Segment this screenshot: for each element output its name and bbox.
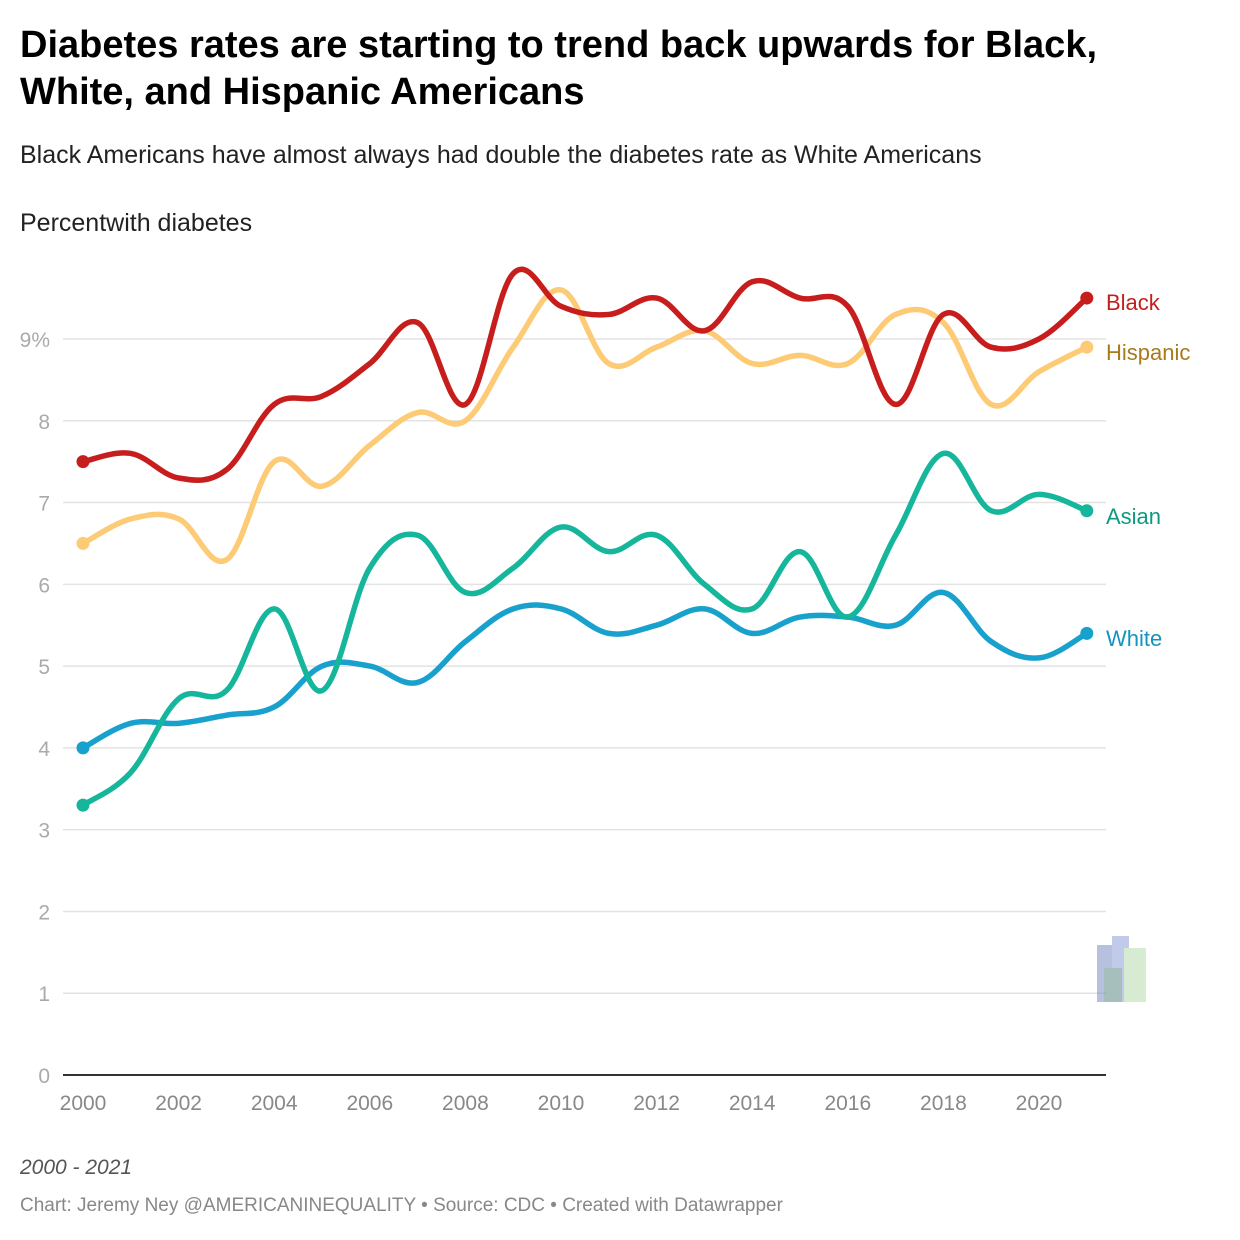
series-endpoint <box>1080 340 1094 354</box>
series-label: Asian <box>1106 504 1161 529</box>
x-tick-label: 2010 <box>538 1092 585 1115</box>
x-tick-label: 2004 <box>251 1092 298 1115</box>
series-black: Black <box>76 266 1161 483</box>
logo-bar <box>1104 968 1122 1002</box>
series-asian: Asian <box>76 450 1161 812</box>
datawrapper-logo-icon <box>1097 936 1146 1002</box>
series-line-hispanic <box>80 287 1090 565</box>
logo-bar <box>1124 948 1146 1002</box>
series-line-asian <box>80 450 1090 808</box>
line-chart: 0 1 2 3 4 5 6 7 8 9% 2000 2002 2004 2006 2008 2010 2012 2… <box>20 266 1190 1115</box>
x-tick-label: 2000 <box>60 1092 107 1115</box>
y-tick-label: 0 <box>38 1065 50 1088</box>
chart-footer: Chart: Jeremy Ney @AMERICANINEQUALITY • … <box>20 1195 783 1216</box>
series-label: White <box>1106 626 1162 651</box>
series-line-black <box>80 266 1090 483</box>
chart-notes: 2000 - 2021 <box>20 1156 133 1179</box>
series-label: Hispanic <box>1106 340 1190 365</box>
chart-title: Diabetes rates are starting to trend bac… <box>20 24 1098 113</box>
series-endpoint <box>76 455 90 469</box>
y-tick-label: 6 <box>38 574 50 597</box>
x-tick-label: 2008 <box>442 1092 489 1115</box>
y-tick-label: 9% <box>20 329 50 352</box>
y-tick-label: 2 <box>38 901 50 924</box>
y-tick-label: 3 <box>38 820 50 843</box>
series-endpoint <box>76 798 90 812</box>
series-white: White <box>76 589 1162 755</box>
x-tick-label: 2020 <box>1016 1092 1063 1115</box>
series-endpoint <box>1080 626 1094 640</box>
y-tick-label: 5 <box>38 656 50 679</box>
y-tick-label: 1 <box>38 983 50 1006</box>
series-endpoint <box>76 536 90 550</box>
chart-subtitle: Black Americans have almost always had d… <box>20 141 982 169</box>
series-label: Black <box>1106 290 1161 315</box>
x-tick-label: 2006 <box>346 1092 393 1115</box>
x-tick-label: 2016 <box>824 1092 871 1115</box>
y-tick-label: 4 <box>38 738 50 761</box>
y-tick-label: 7 <box>38 493 50 516</box>
y-tick-label: 8 <box>38 411 50 434</box>
series-endpoint <box>76 741 90 755</box>
x-tick-label: 2014 <box>729 1092 776 1115</box>
x-tick-label: 2018 <box>920 1092 967 1115</box>
y-axis-label: Percentwith diabetes <box>20 209 253 237</box>
x-tick-label: 2012 <box>633 1092 680 1115</box>
series-endpoint <box>1080 504 1094 518</box>
series-line-white <box>80 589 1090 751</box>
x-tick-label: 2002 <box>155 1092 202 1115</box>
series-endpoint <box>1080 291 1094 305</box>
series-hispanic: Hispanic <box>76 287 1190 565</box>
